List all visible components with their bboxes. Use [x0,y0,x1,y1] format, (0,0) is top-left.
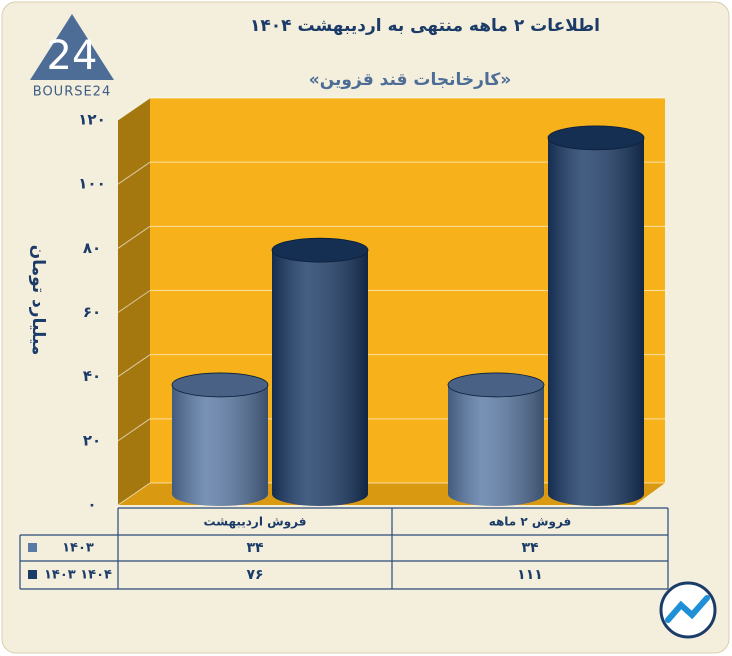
y-tick-label: ۶۰ [83,303,101,321]
table [19,507,669,590]
legend-label: ۱۴۰۳ ۱۴۰۴ [44,568,112,583]
icon-arrow [665,595,710,623]
corner-icon [659,581,717,639]
bar-shade [272,250,368,506]
value-label: ۷۶ [246,567,263,583]
value-label: ۱۱۱ [517,567,543,583]
grid-line [117,418,151,442]
grid-line [117,354,151,378]
y-tick-label: ۱۰۰ [78,175,105,193]
bar-top-shade [448,372,544,397]
bar-top-shade [548,125,644,150]
grid-line [117,225,151,249]
bar-top [271,237,369,263]
y-tick-label: ۲۰ [83,431,101,449]
y-tick-label: ۴۰ [83,367,101,385]
bar-top [171,372,269,398]
grid-line [117,161,151,185]
logo-name: BOURSE24 [33,85,111,100]
bar-shade [548,137,644,506]
legend-swatch [28,543,37,552]
grid-line [117,97,151,121]
y-tick-label: ۱۲۰ [78,111,105,129]
bar-top [547,125,645,151]
grid-line [117,482,151,506]
chart-title: اطلاعات ۲ ماهه منتهی به اردیبهشت ۱۴۰۴ [250,16,600,36]
logo: 24 BOURSE24 [30,14,114,100]
plot: ۰ ۲۰ ۴۰ ۶۰ ۸۰ ۱۰۰ ۱۲۰ [78,97,665,514]
chart-subtitle: «کارخانجات قند قزوین» [309,70,511,90]
x-tick-label: فروش اردیبهشت [204,515,307,530]
grid-line [117,290,151,313]
logo-mark: 24 [47,33,98,79]
value-label: ۳۴ [521,540,539,556]
bar-top [447,372,545,398]
logo-triangle [30,14,114,80]
y-tick-label: ۰ [87,496,96,514]
bar-top-shade [172,372,268,397]
bar-top-shade [272,238,368,263]
legend-swatch [28,570,37,579]
y-axis-label: میلیارد تومان [28,245,48,356]
value-label: ۳۴ [246,540,264,556]
bar-shade [448,384,544,506]
y-tick-label: ۸۰ [83,239,101,257]
x-tick-label: فروش ۲ ماهه [489,515,572,530]
bar-shade [172,384,268,506]
legend-label: ۱۴۰۳ [62,541,94,556]
